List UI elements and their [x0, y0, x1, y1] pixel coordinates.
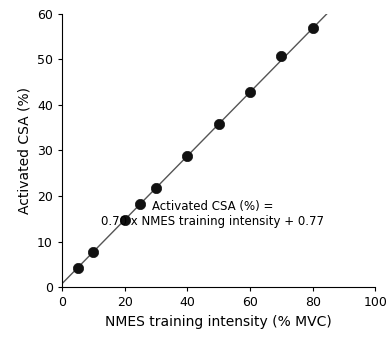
Point [247, 90, 253, 95]
Point [122, 217, 128, 223]
Point [278, 53, 284, 58]
Text: Activated CSA (%) =
0.70 x NMES training intensity + 0.77: Activated CSA (%) = 0.70 x NMES training… [101, 200, 324, 228]
Point [74, 265, 81, 270]
Point [310, 26, 316, 31]
Point [90, 249, 96, 255]
Point [137, 201, 143, 207]
Y-axis label: Activated CSA (%): Activated CSA (%) [17, 87, 31, 214]
Point [184, 153, 190, 159]
X-axis label: NMES training intensity (% MVC): NMES training intensity (% MVC) [105, 315, 332, 329]
Point [216, 121, 222, 127]
Point [153, 185, 159, 191]
